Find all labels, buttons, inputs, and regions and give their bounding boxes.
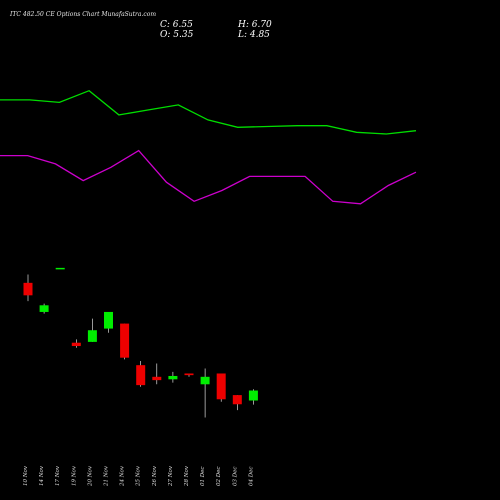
candle-0 [23, 274, 33, 302]
candle-12 [216, 373, 226, 402]
x-tick-labels: 10 Nov 14 Nov 17 Nov 19 Nov 20 Nov 21 Nov 24 N… [23, 465, 254, 487]
x-tick-label: 24 Nov [120, 465, 126, 487]
x-tick-label: 19 Nov [71, 465, 77, 486]
candle-8 [152, 363, 162, 385]
candle-body [136, 365, 146, 386]
x-tick-label: 04 Dec [248, 467, 254, 487]
candle-body [39, 305, 49, 312]
candle-body [87, 330, 97, 342]
open-label: O: 5.35 [160, 30, 194, 40]
candle-11 [200, 368, 210, 418]
x-tick-label: 03 Dec [232, 467, 238, 487]
candle-9 [168, 371, 178, 383]
x-tick-label: 20 Nov [87, 465, 93, 487]
upper-band-layer [0, 89, 417, 135]
candles-layer [23, 267, 258, 418]
candle-5 [104, 311, 113, 333]
candle-body [55, 267, 65, 270]
candle-6 [120, 323, 130, 360]
candle-7 [136, 361, 146, 387]
candle-body [168, 375, 178, 380]
candle-1 [39, 303, 49, 314]
x-tick-label: 17 Nov [55, 465, 61, 486]
candle-body [200, 376, 210, 385]
x-tick-label: 26 Nov [152, 465, 158, 487]
x-tick-label: 14 Nov [39, 465, 45, 486]
x-tick-label: 27 Nov [168, 465, 174, 487]
candle-body [232, 395, 242, 405]
candle-13 [232, 395, 242, 411]
lower-band-layer [0, 149, 417, 205]
candle-10 [184, 373, 194, 377]
candle-body [23, 282, 33, 296]
candle-body [120, 323, 130, 358]
x-tick-label: 25 Nov [136, 465, 142, 487]
candle-2 [55, 267, 65, 270]
candle-body [248, 390, 258, 401]
candle-4 [87, 318, 97, 342]
low-label: L: 4.85 [237, 30, 270, 40]
lower-band-line [0, 149, 417, 205]
x-tick-label: 10 Nov [23, 465, 29, 486]
candle-3 [71, 339, 81, 348]
close-label: C: 6.55 [160, 20, 193, 30]
candle-body [71, 342, 81, 347]
candle-body [184, 373, 194, 376]
high-label: H: 6.70 [237, 20, 272, 30]
x-tick-label: 28 Nov [184, 465, 190, 487]
x-tick-label: 01 Dec [200, 467, 206, 487]
chart-title: ITC 482.50 CE Options Chart MunafaSutra.… [9, 11, 156, 18]
candle-body [104, 311, 113, 329]
x-tick-label: 21 Nov [104, 465, 110, 487]
candle-body [152, 376, 162, 381]
upper-band-line [0, 89, 417, 135]
candle-14 [248, 389, 258, 405]
x-tick-label: 02 Dec [216, 467, 222, 487]
candle-body [216, 373, 226, 400]
